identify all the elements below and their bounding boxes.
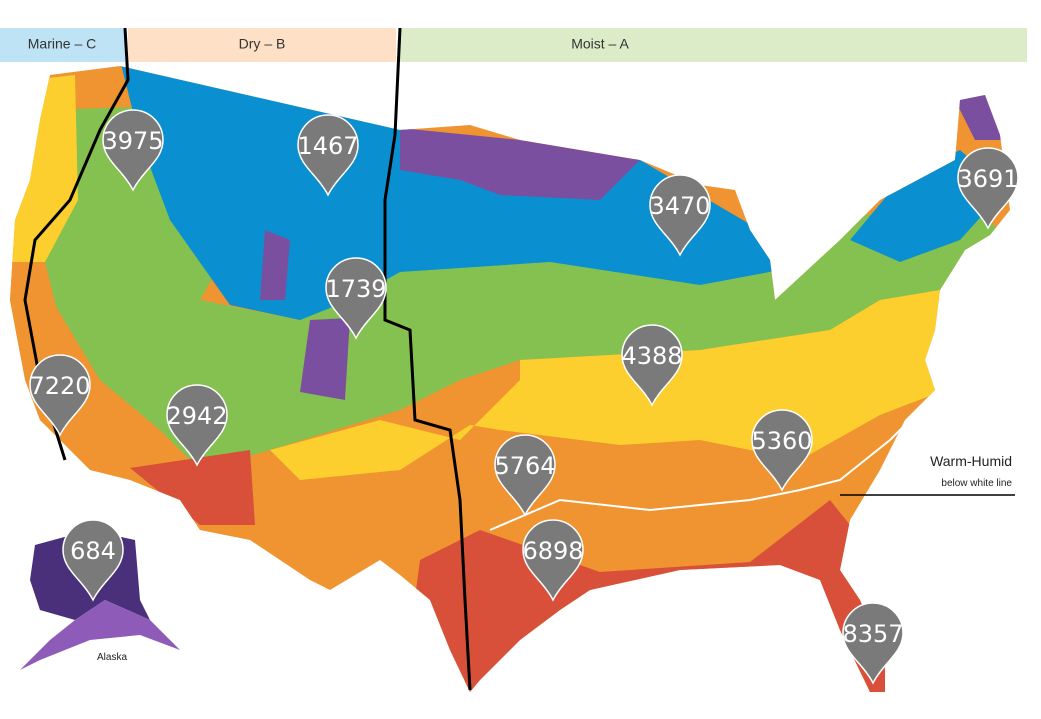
marker-pin: [29, 354, 91, 437]
marker-label: 3975: [102, 127, 163, 155]
marker-pin: [325, 257, 387, 340]
marker-label: 4388: [621, 342, 682, 370]
annotation-title: Warm-Humid: [930, 453, 1012, 469]
divider-line: [383, 27, 472, 691]
header-bar: [400, 28, 1027, 62]
marker-label: 1467: [297, 132, 358, 160]
marker-label: 2942: [166, 402, 227, 430]
marker-label: 684: [70, 537, 116, 565]
marker-pin: [751, 409, 813, 492]
marker-label: 1739: [325, 275, 386, 303]
zone-label: Dry – B: [239, 36, 286, 52]
marker-pin: [842, 602, 904, 685]
alaska-region: [20, 600, 180, 670]
marker-label: 3691: [957, 165, 1018, 193]
inset-label: Alaska: [97, 652, 127, 663]
marker-label: 5764: [494, 452, 555, 480]
marker-label: 3470: [649, 192, 710, 220]
warm-humid-line: [489, 399, 931, 531]
markers: 3975 1467 3470 3691 1739 4388 7220 2942 5764 5360…: [29, 109, 1019, 685]
zone-label: Moist – A: [571, 36, 629, 52]
header-bar: [128, 28, 396, 62]
marker-label: 8357: [842, 620, 903, 648]
marker-pin: [102, 109, 164, 192]
marker-label: 7220: [29, 372, 90, 400]
header-bar: [0, 28, 125, 62]
marker-pin: [957, 147, 1019, 230]
marker-pin: [522, 519, 584, 602]
marker-pin: [621, 324, 683, 407]
marker-pin: [649, 174, 711, 257]
marker-pin: [166, 384, 228, 467]
zone-label: Marine – C: [28, 36, 96, 52]
marker-label: 6898: [522, 537, 583, 565]
marker-pin: [62, 519, 124, 602]
marker-pin: [297, 114, 359, 197]
marker-pin: [494, 434, 556, 517]
marker-label: 5360: [751, 427, 812, 455]
annotation-subtitle: below white line: [941, 478, 1012, 489]
